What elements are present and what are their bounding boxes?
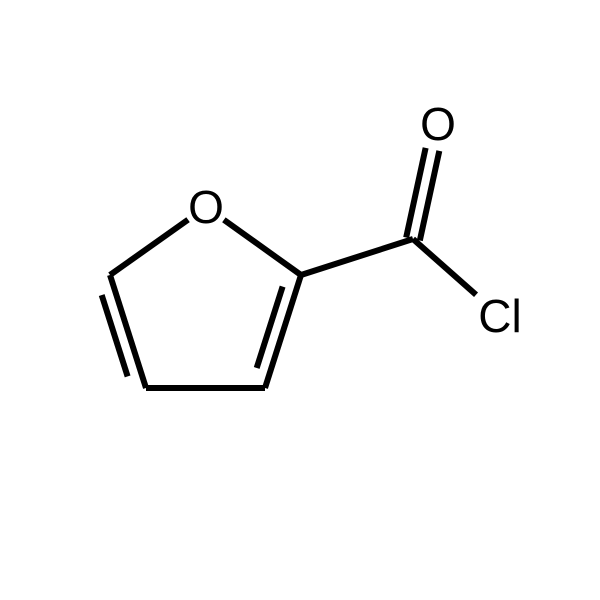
bond-C2-C3-inner	[257, 287, 283, 368]
bond-C2-C_carbonyl	[301, 239, 413, 275]
atom-label-O_ring: O	[188, 181, 224, 233]
bond-C5-O_ring	[110, 220, 188, 275]
bond-C4-C5-inner	[102, 295, 128, 376]
bond-C_carbonyl-Cl	[413, 239, 476, 295]
atom-label-O_dbl: O	[420, 98, 456, 150]
bond-O_ring-C2	[224, 220, 301, 275]
atom-label-Cl: Cl	[478, 290, 521, 342]
molecule-diagram: O O Cl	[0, 0, 600, 600]
